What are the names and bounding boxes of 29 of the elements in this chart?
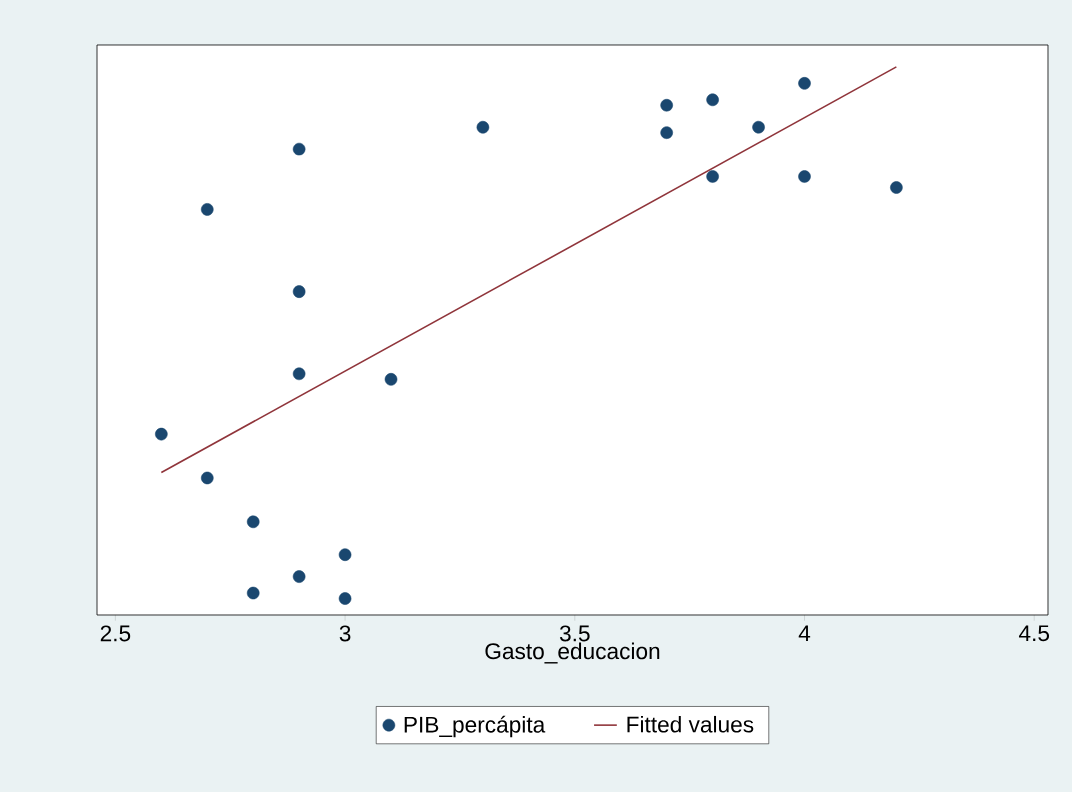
- point: [201, 471, 214, 485]
- x-axis-title: Gasto_educacion: [485, 642, 660, 664]
- x-tick-label: 3.5: [559, 625, 590, 642]
- point: [752, 120, 765, 134]
- point: [798, 170, 811, 183]
- point: [384, 373, 398, 386]
- point: [246, 515, 260, 529]
- point: [660, 126, 673, 139]
- x-tick-label: 3: [339, 625, 351, 642]
- x-tick-label: 4: [798, 625, 811, 641]
- point: [338, 592, 352, 605]
- point: [292, 142, 306, 156]
- point: [706, 93, 719, 107]
- legend-label: PIB_percápita: [404, 715, 546, 738]
- point: [292, 285, 306, 298]
- point: [706, 170, 719, 183]
- point: [201, 203, 214, 216]
- point: [338, 548, 352, 561]
- point: [246, 586, 260, 600]
- legend-label: Fitted values: [627, 715, 754, 733]
- point: [798, 77, 811, 90]
- point: [890, 181, 903, 194]
- x-tick-label: 2.5: [100, 625, 131, 642]
- point: [476, 120, 490, 134]
- point: [292, 570, 306, 583]
- point: [292, 367, 306, 381]
- point: [155, 427, 168, 441]
- point: [660, 99, 673, 112]
- x-tick-label: 4.5: [1018, 625, 1050, 642]
